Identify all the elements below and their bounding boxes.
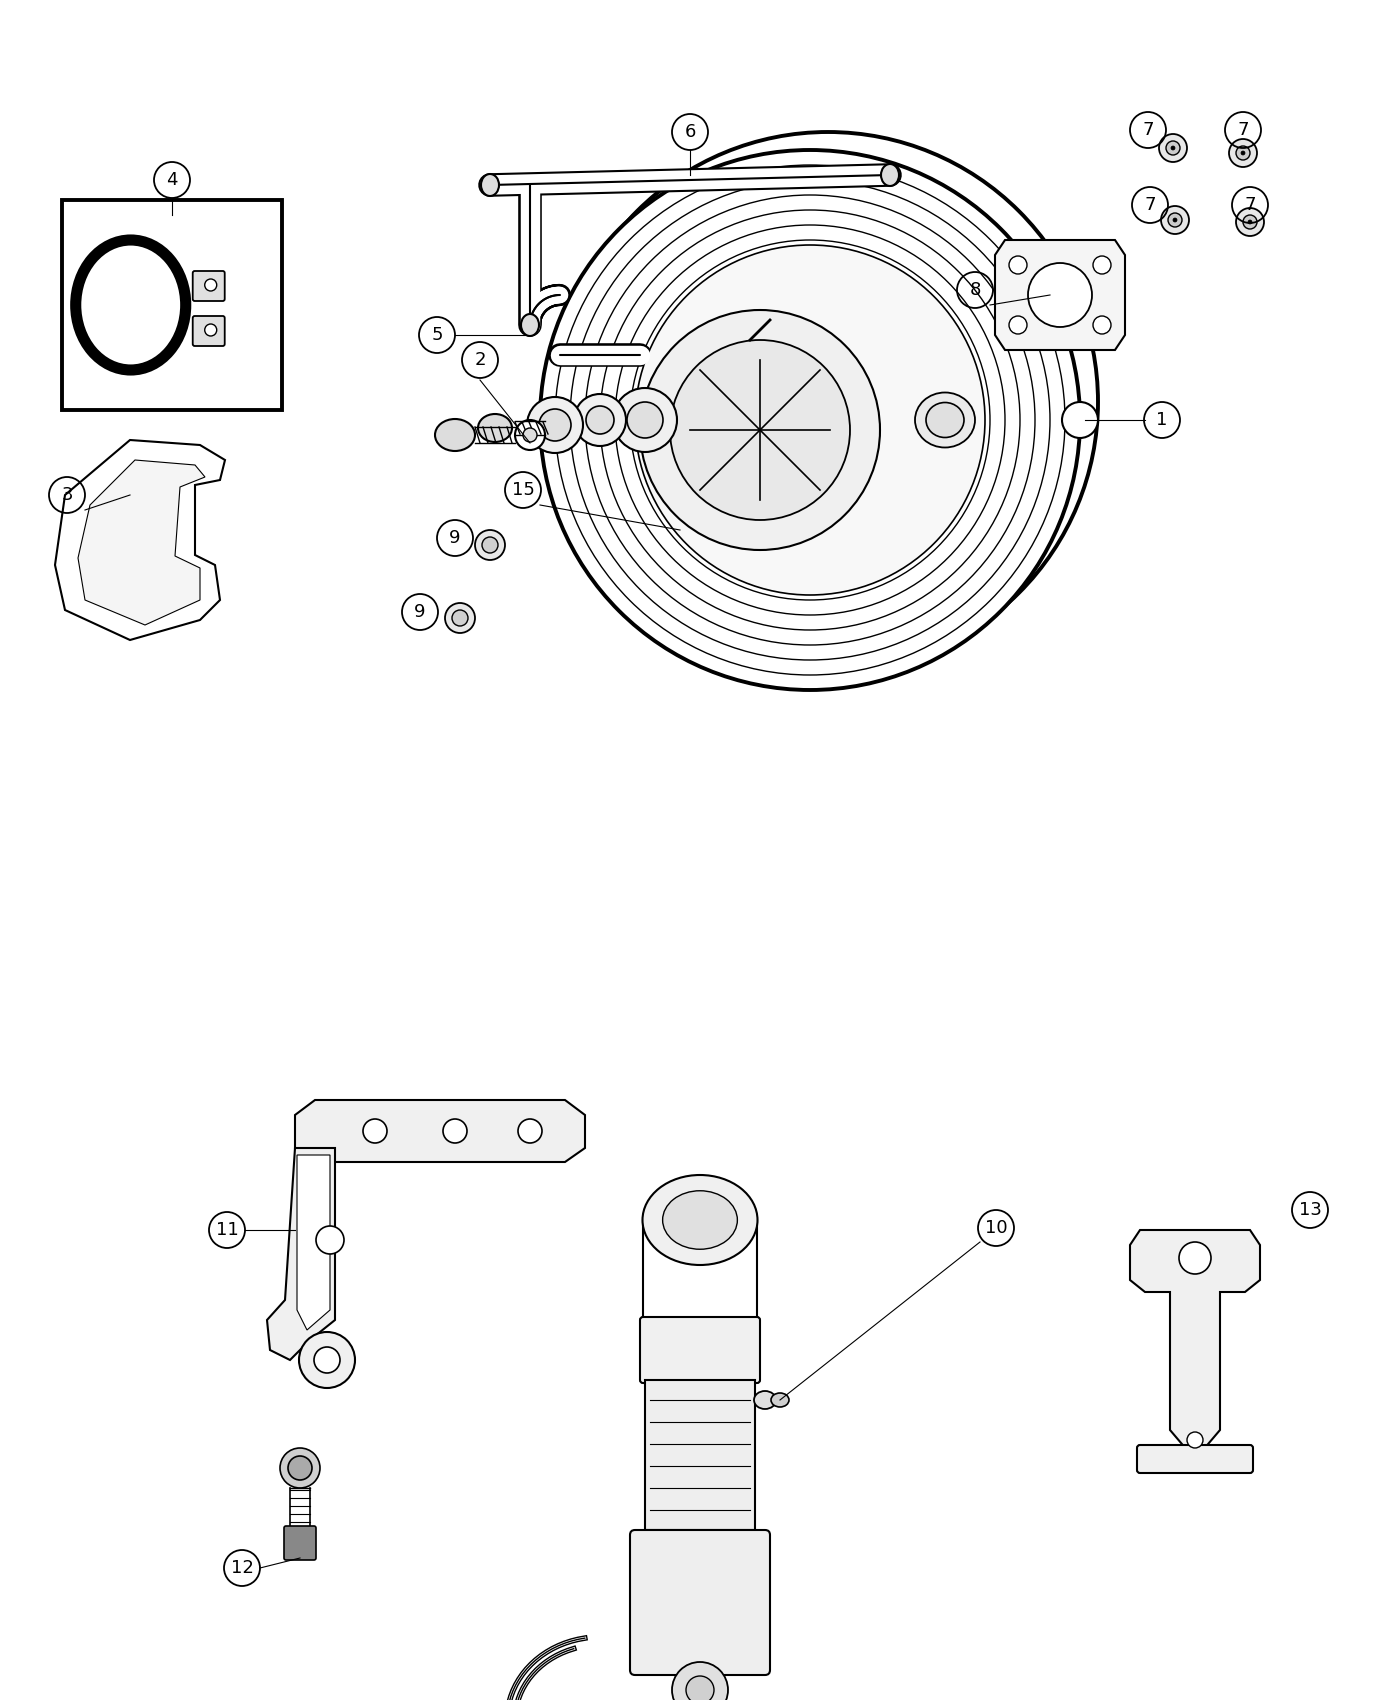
Circle shape: [363, 1119, 386, 1142]
Circle shape: [1028, 264, 1092, 326]
Circle shape: [518, 1119, 542, 1142]
Ellipse shape: [881, 163, 899, 185]
Circle shape: [526, 398, 582, 452]
Ellipse shape: [482, 173, 498, 196]
Circle shape: [1093, 316, 1112, 333]
Circle shape: [316, 1226, 344, 1255]
Circle shape: [587, 406, 615, 434]
Circle shape: [1161, 206, 1189, 235]
Circle shape: [204, 279, 217, 291]
Text: 4: 4: [167, 172, 178, 189]
FancyBboxPatch shape: [630, 1530, 770, 1674]
Circle shape: [300, 1333, 356, 1387]
Polygon shape: [297, 1154, 330, 1329]
Text: 6: 6: [685, 122, 696, 141]
Circle shape: [1009, 257, 1028, 274]
Circle shape: [1009, 316, 1028, 333]
Polygon shape: [1130, 1231, 1260, 1450]
Text: 7: 7: [1142, 121, 1154, 139]
Circle shape: [1168, 212, 1182, 228]
Circle shape: [1063, 401, 1098, 439]
FancyBboxPatch shape: [193, 316, 225, 347]
Circle shape: [1093, 257, 1112, 274]
FancyBboxPatch shape: [640, 1318, 760, 1384]
Text: 2: 2: [475, 350, 486, 369]
Text: 15: 15: [511, 481, 535, 500]
Ellipse shape: [477, 415, 512, 442]
Text: 12: 12: [231, 1559, 253, 1578]
Circle shape: [627, 401, 664, 439]
Text: 10: 10: [984, 1219, 1008, 1238]
Circle shape: [640, 309, 881, 551]
Circle shape: [288, 1455, 312, 1481]
Text: 5: 5: [431, 326, 442, 343]
Circle shape: [686, 1676, 714, 1700]
Text: 9: 9: [449, 529, 461, 547]
Polygon shape: [78, 461, 204, 626]
Ellipse shape: [755, 1391, 776, 1409]
Circle shape: [539, 410, 571, 440]
Text: 11: 11: [216, 1221, 238, 1239]
Circle shape: [314, 1346, 340, 1374]
Circle shape: [524, 428, 538, 442]
Text: 7: 7: [1144, 196, 1156, 214]
Polygon shape: [55, 440, 225, 639]
FancyBboxPatch shape: [284, 1527, 316, 1561]
Ellipse shape: [771, 1392, 790, 1408]
Circle shape: [1247, 219, 1252, 224]
Text: 9: 9: [414, 604, 426, 620]
Ellipse shape: [662, 1190, 738, 1250]
Text: 8: 8: [969, 280, 980, 299]
Polygon shape: [267, 1148, 335, 1360]
Circle shape: [1240, 151, 1245, 155]
Polygon shape: [295, 1100, 585, 1163]
Ellipse shape: [521, 314, 539, 337]
Ellipse shape: [916, 393, 974, 447]
Circle shape: [280, 1448, 321, 1488]
Circle shape: [613, 388, 678, 452]
Circle shape: [515, 420, 545, 450]
Circle shape: [574, 394, 626, 445]
Text: 3: 3: [62, 486, 73, 503]
Circle shape: [482, 537, 498, 553]
Circle shape: [636, 245, 986, 595]
FancyBboxPatch shape: [193, 270, 225, 301]
Circle shape: [1229, 139, 1257, 167]
Bar: [62, 201, 281, 410]
Text: 7: 7: [1245, 196, 1256, 214]
Text: 1: 1: [1156, 411, 1168, 428]
Circle shape: [1173, 218, 1177, 223]
Text: 7: 7: [1238, 121, 1249, 139]
Circle shape: [445, 604, 475, 632]
Circle shape: [1179, 1243, 1211, 1273]
Circle shape: [1236, 207, 1264, 236]
Polygon shape: [995, 240, 1126, 350]
Circle shape: [1166, 141, 1180, 155]
Circle shape: [1159, 134, 1187, 162]
Circle shape: [452, 610, 468, 626]
Circle shape: [1170, 146, 1175, 150]
Ellipse shape: [925, 403, 965, 437]
Circle shape: [1187, 1431, 1203, 1448]
Ellipse shape: [643, 1175, 757, 1265]
Bar: [645, 1380, 755, 1530]
Circle shape: [1243, 214, 1257, 230]
Circle shape: [475, 530, 505, 559]
Ellipse shape: [435, 418, 475, 450]
Circle shape: [1236, 146, 1250, 160]
Circle shape: [442, 1119, 468, 1142]
Circle shape: [540, 150, 1079, 690]
Circle shape: [204, 325, 217, 337]
Circle shape: [672, 1663, 728, 1700]
Text: 13: 13: [1299, 1200, 1322, 1219]
FancyBboxPatch shape: [1137, 1445, 1253, 1472]
Circle shape: [671, 340, 850, 520]
